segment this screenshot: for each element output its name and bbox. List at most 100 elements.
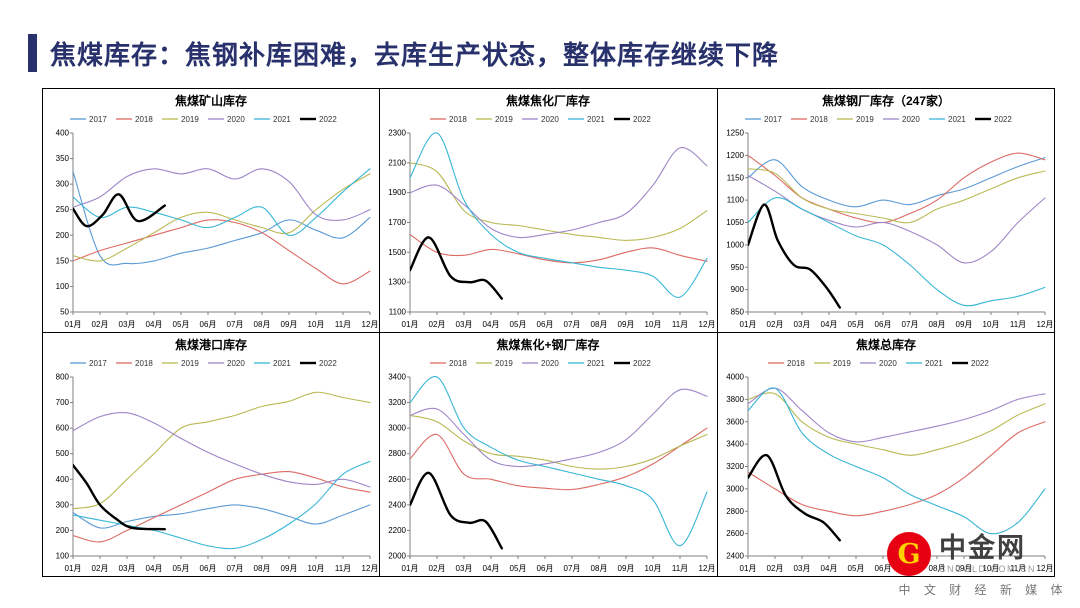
- x-tick-label: 03月: [119, 564, 136, 573]
- chart-canvas: 焦煤焦化厂库存 2018 2019 2020 2021 2022 2300 2100 1900 1…: [389, 93, 716, 329]
- y-tick-label: 900: [730, 285, 744, 294]
- x-tick-label: 06月: [537, 320, 554, 329]
- x-tick-label: 10月: [308, 320, 325, 329]
- x-tick-label: 12月: [699, 320, 716, 329]
- y-tick-label: 1200: [726, 151, 744, 160]
- series-line-2020: [73, 411, 371, 488]
- y-tick-label: 1250: [726, 129, 744, 138]
- series-line-2021: [410, 132, 708, 298]
- x-tick-label: 05月: [847, 564, 864, 573]
- x-tick-label: 06月: [200, 564, 217, 573]
- series-group: [410, 132, 708, 300]
- x-tick-label: 11月: [1010, 320, 1026, 329]
- series-line-2020: [410, 147, 708, 239]
- series-line-2019: [410, 414, 708, 470]
- y-tick-label: 1700: [389, 218, 407, 227]
- x-tick-label: 07月: [227, 564, 244, 573]
- series-line-2022: [747, 203, 841, 309]
- legend-label-2018: 2018: [810, 115, 828, 124]
- x-tick-label: 07月: [564, 320, 581, 329]
- x-tick-label: 01月: [402, 564, 419, 573]
- chart-cokery-inventory: 焦煤焦化厂库存 2018 2019 2020 2021 2022 2300 2100 1900 1…: [380, 89, 718, 333]
- series-group: [410, 376, 708, 550]
- x-tick-label: 08月: [928, 320, 945, 329]
- x-tick-label: 04月: [483, 564, 500, 573]
- legend-label-2022: 2022: [971, 359, 989, 368]
- x-tick-label: 01月: [65, 564, 82, 573]
- y-tick-label: 100: [56, 552, 70, 561]
- series-line-2018: [747, 421, 1046, 517]
- legend-label-2017: 2017: [89, 359, 107, 368]
- x-tick-label: 09月: [955, 320, 972, 329]
- x-tick-label: 08月: [591, 320, 608, 329]
- x-tick-label: 04月: [146, 320, 163, 329]
- legend-label-2019: 2019: [181, 115, 199, 124]
- y-tick-label: 400: [56, 129, 70, 138]
- x-tick-label: 04月: [820, 320, 837, 329]
- y-tick-label: 3400: [726, 440, 744, 449]
- legend-label-2022: 2022: [633, 115, 651, 124]
- x-tick-label: 03月: [793, 564, 810, 573]
- y-tick-label: 1000: [726, 240, 744, 249]
- legend-label-2021: 2021: [948, 115, 966, 124]
- series-line-2021: [747, 387, 1046, 535]
- x-tick-label: 12月: [1036, 320, 1053, 329]
- title-accent-bar: [28, 34, 37, 72]
- x-tick-label: 12月: [362, 564, 379, 573]
- x-tick-label: 05月: [510, 564, 527, 573]
- x-tick-label: 07月: [564, 564, 581, 573]
- y-tick-label: 100: [56, 282, 70, 291]
- y-tick-label: 1300: [389, 278, 407, 287]
- y-tick-label: 850: [730, 308, 744, 317]
- y-tick-label: 4000: [726, 373, 744, 382]
- x-tick-label: 02月: [92, 564, 109, 573]
- series-line-2017: [73, 170, 371, 266]
- x-tick-label: 09月: [281, 320, 298, 329]
- logo-brand: 中金网: [939, 532, 1026, 563]
- x-tick-label: 11月: [335, 564, 351, 573]
- x-tick-label: 08月: [928, 564, 945, 573]
- x-tick-label: 07月: [901, 320, 918, 329]
- logo-letter: G: [897, 538, 921, 570]
- x-tick-label: 12月: [362, 320, 379, 329]
- legend-label-2020: 2020: [902, 115, 920, 124]
- x-tick-label: 09月: [281, 564, 298, 573]
- legend-label-2020: 2020: [227, 115, 245, 124]
- legend-label-2017: 2017: [764, 115, 782, 124]
- legend-label-2021: 2021: [273, 359, 291, 368]
- y-tick-label: 2800: [389, 449, 407, 458]
- chart-canvas: 焦煤矿山库存 2017 2018 2019 2020 2021 2022 400 350 300 2…: [56, 93, 379, 329]
- series-line-2021: [747, 197, 1046, 307]
- y-tick-label: 1150: [726, 173, 744, 182]
- cngold-logo-icon: G: [888, 533, 930, 575]
- chart-title: 焦煤总库存: [855, 337, 916, 352]
- legend-label-2018: 2018: [787, 359, 805, 368]
- x-tick-label: 01月: [402, 320, 419, 329]
- page-title: 焦煤库存：焦钢补库困难，去库生产状态，整体库存继续下降: [50, 39, 780, 70]
- y-tick-label: 2000: [389, 552, 407, 561]
- x-tick-label: 02月: [429, 320, 446, 329]
- series-line-2022: [410, 471, 504, 550]
- chart-title: 焦煤港口库存: [174, 337, 247, 352]
- x-tick-label: 04月: [483, 320, 500, 329]
- x-tick-label: 08月: [254, 320, 271, 329]
- chart-total-inventory: 焦煤总库存 2018 2019 2020 2021 2022 4000 3800 3600 340…: [717, 333, 1055, 577]
- series-line-2018: [747, 152, 1046, 224]
- x-tick-label: 12月: [699, 564, 716, 573]
- series-group: [73, 391, 371, 550]
- y-tick-label: 3200: [726, 462, 744, 471]
- y-tick-label: 600: [56, 424, 70, 433]
- chart-canvas: 焦煤焦化+钢厂库存 2018 2019 2020 2021 2022 3400 3200 300…: [389, 337, 716, 573]
- x-tick-label: 05月: [847, 320, 864, 329]
- x-tick-label: 09月: [618, 320, 635, 329]
- series-line-2019: [747, 168, 1046, 224]
- legend-label-2020: 2020: [541, 359, 559, 368]
- y-tick-label: 2300: [389, 129, 407, 138]
- x-tick-label: 10月: [645, 564, 662, 573]
- x-tick-label: 09月: [618, 564, 635, 573]
- x-tick-label: 08月: [254, 564, 271, 573]
- x-tick-label: 02月: [766, 564, 783, 573]
- series-line-2019: [73, 173, 371, 262]
- cngold-logo: G 中金网 CNGOLD.COM.CN 中 文 财 经 新 媒 体: [888, 533, 1078, 598]
- legend-label-2021: 2021: [587, 115, 605, 124]
